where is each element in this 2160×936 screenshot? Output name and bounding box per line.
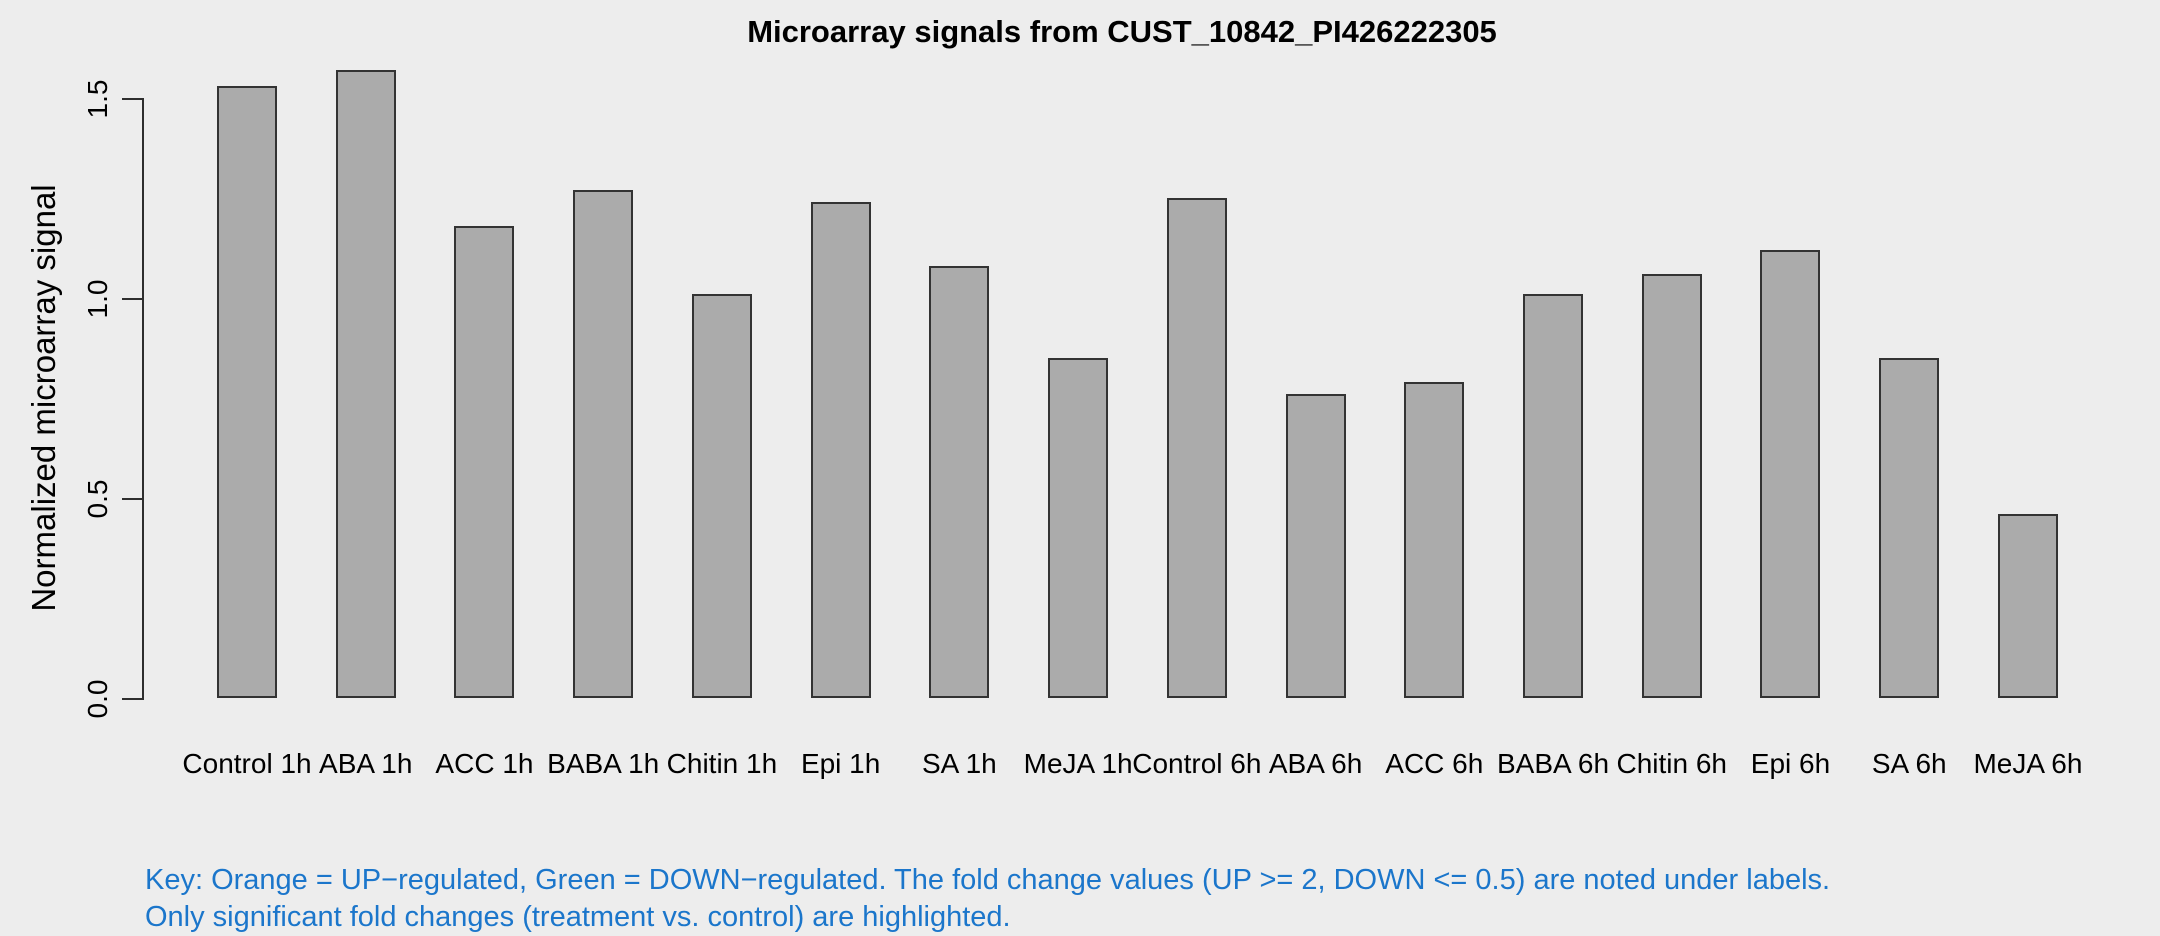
bar-acc-1h — [454, 226, 515, 698]
bar-control-1h — [217, 86, 277, 698]
x-label-control-1h: Control 1h — [182, 748, 312, 779]
bar-sa-1h — [929, 266, 990, 698]
bar-meja-1h — [1048, 358, 1109, 698]
x-label-meja-1h: MeJA 1h — [1023, 748, 1133, 779]
bar-meja-6h — [1997, 514, 2058, 698]
x-label-epi-1h: Epi 1h — [800, 748, 881, 779]
bar-acc-6h — [1404, 382, 1465, 698]
y-tick-mark-1.5 — [122, 98, 142, 100]
x-label-sa-6h: SA 6h — [1871, 748, 1947, 779]
chart-title: Microarray signals from CUST_10842_PI426… — [747, 14, 1497, 49]
bar-chitin-1h — [691, 294, 752, 698]
x-label-baba-1h: BABA 1h — [547, 748, 660, 779]
bar-baba-1h — [573, 190, 634, 698]
bar-epi-6h — [1760, 250, 1821, 698]
y-tick-mark-1.0 — [122, 298, 142, 300]
x-label-control-6h: Control 6h — [1132, 748, 1262, 779]
x-label-acc-6h: ACC 6h — [1385, 748, 1484, 779]
x-label-aba-1h: ABA 1h — [319, 748, 413, 779]
x-label-baba-6h: BABA 6h — [1496, 748, 1610, 779]
x-label-meja-6h: MeJA 6h — [1973, 748, 2083, 779]
bar-chitin-6h — [1641, 274, 1702, 698]
bar-baba-6h — [1523, 294, 1584, 698]
bar-aba-1h — [335, 70, 396, 698]
y-axis-title: Normalized microarray signal — [25, 184, 62, 612]
bar-epi-1h — [810, 202, 871, 698]
x-label-epi-6h: Epi 6h — [1750, 748, 1831, 779]
x-label-chitin-1h: Chitin 1h — [666, 748, 778, 779]
x-label-aba-6h: ABA 6h — [1268, 748, 1363, 779]
key-note-line1: Key: Orange = UP−regulated, Green = DOWN… — [145, 864, 1831, 896]
key-note: Key: Orange = UP−regulated, Green = DOWN… — [145, 862, 1830, 936]
bar-control-6h — [1166, 198, 1227, 698]
x-label-chitin-6h: Chitin 6h — [1616, 748, 1728, 779]
bar-aba-6h — [1285, 394, 1346, 698]
y-tick-label-0.0: 0.0 — [82, 679, 113, 719]
y-tick-label-1.0: 1.0 — [82, 279, 113, 319]
x-label-acc-1h: ACC 1h — [435, 748, 534, 779]
y-axis-line — [142, 98, 144, 700]
x-label-sa-1h: SA 1h — [922, 748, 997, 779]
key-note-line2: Only significant fold changes (treatment… — [145, 901, 1011, 933]
y-tick-mark-0.5 — [122, 498, 142, 500]
y-tick-label-1.5: 1.5 — [82, 79, 113, 119]
bar-sa-6h — [1879, 358, 1940, 698]
y-tick-mark-0.0 — [122, 698, 142, 700]
y-tick-label-0.5: 0.5 — [82, 479, 113, 519]
